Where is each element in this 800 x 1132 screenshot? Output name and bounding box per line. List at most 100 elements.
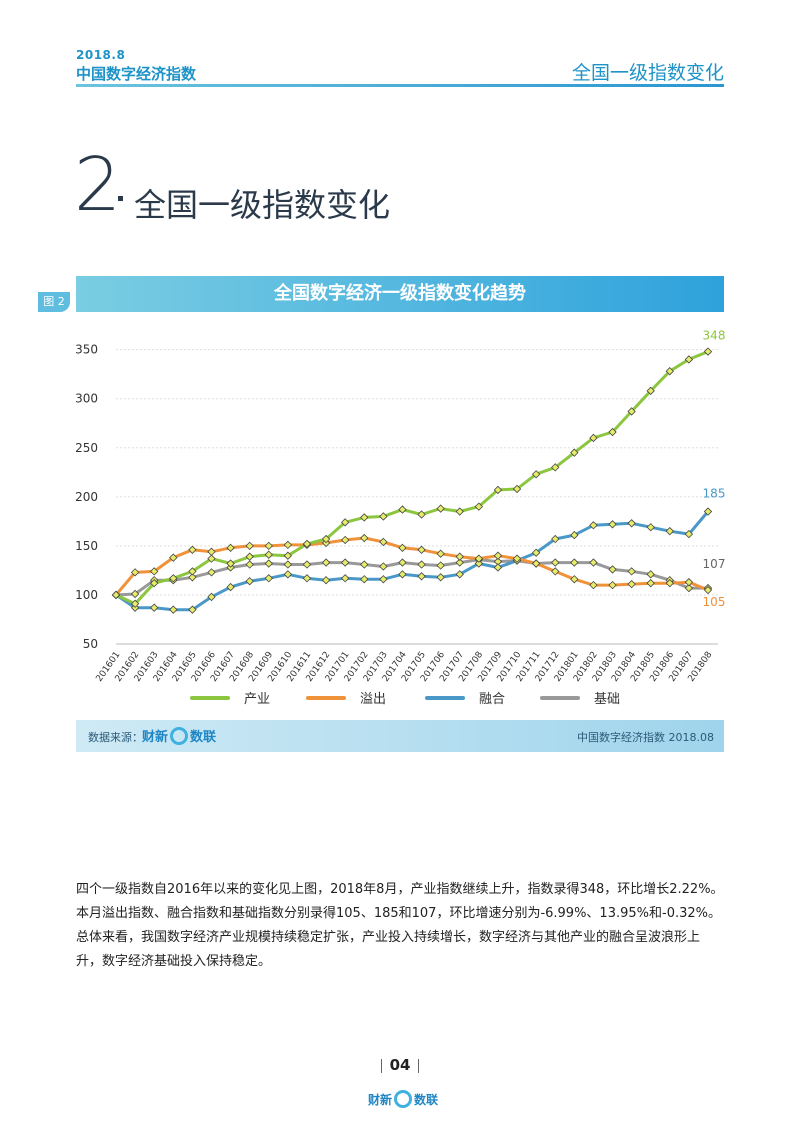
source-right-text: 中国数字经济指数 2018.08 [577,731,714,744]
data-point [531,559,541,568]
data-point [703,347,713,356]
data-point [703,585,713,595]
data-point [627,407,636,416]
data-point [436,573,445,582]
data-point [340,535,350,545]
data-point [684,529,694,539]
data-point [646,578,655,588]
data-point [646,523,655,532]
data-point [608,565,617,574]
data-point [512,554,522,563]
data-point [551,534,560,544]
legend-swatch-integration [425,695,465,700]
page-number-bar-left [380,1058,382,1073]
source-logo-left: 财新 [142,730,169,745]
data-point [665,526,674,536]
data-point [436,561,445,570]
data-point [646,386,655,396]
data-point [264,541,273,551]
y-tick-label: 100 [75,588,98,602]
chart-legend: 产业 溢出 融合 基础 [0,688,800,708]
data-point [169,574,178,583]
data-point [188,545,197,554]
data-point [684,578,694,587]
data-point [551,558,560,567]
data-point [417,560,426,569]
data-point [169,605,178,614]
data-point [493,485,503,495]
source-logo-right: 数联 [190,730,217,745]
legend-swatch-spillover [306,695,346,700]
chart-title: 全国数字经济一级指数变化趋势 [76,276,724,312]
line-chart: 5010015020025030035020160120160220160320… [75,329,726,684]
data-point [455,570,464,579]
header-divider [76,84,724,87]
data-point [436,549,445,558]
data-point [436,504,445,513]
data-point [379,562,388,571]
series-line [114,536,710,597]
data-point [207,568,216,577]
data-point [130,599,140,608]
figure-tag: 图 2 [38,292,70,312]
legend-swatch-foundation [540,695,580,700]
data-point [188,573,197,582]
y-tick-label: 150 [75,539,98,553]
data-point [283,540,293,550]
data-point [398,543,407,553]
data-point [207,547,216,556]
y-tick-label: 300 [75,392,98,406]
data-point [226,582,235,592]
data-point [340,558,350,567]
data-point [589,558,598,567]
data-point [474,554,484,563]
data-point [646,570,655,579]
data-point [302,574,312,583]
source-bar: 数据来源： 财新 数联 中国数字经济指数 2018.08 [76,720,724,752]
data-point [379,575,388,584]
page-number: 04 [0,1056,800,1074]
data-point [703,507,713,516]
section-title: 全国一级指数变化 [134,186,391,224]
data-point [493,563,503,572]
page-number-text: 04 [389,1056,411,1074]
footer-logo-ring-icon [394,1090,413,1108]
data-point [398,505,407,514]
data-point [417,545,426,554]
header-title: 中国数字经济指数 [76,65,197,83]
data-point [589,433,598,443]
data-point [455,507,464,516]
data-point [245,541,254,551]
legend-item-foundation: 基础 [540,688,620,707]
series-end-label: 105 [703,595,726,609]
data-point [302,539,312,549]
legend-label-industry: 产业 [244,692,271,707]
body-paragraph: 四个一级指数自2016年以来的变化见上图，2018年8月，产业指数继续上升，指数… [76,878,736,974]
data-point [570,530,579,540]
section-number: 2 [74,142,122,228]
data-point [531,470,541,479]
series-line [114,350,710,606]
data-point [398,558,407,567]
data-point [321,576,331,585]
data-point [379,512,388,521]
data-point [188,567,197,576]
source-logo: 财新 数联 [142,726,216,745]
data-point [551,567,560,576]
data-point [207,554,216,563]
data-point [665,578,674,588]
data-point [455,552,464,561]
header-section-title: 全国一级指数变化 [571,62,724,84]
data-point [340,518,350,527]
series-end-label: 185 [703,487,726,501]
data-point [398,570,407,579]
data-point [608,580,617,590]
data-point [207,592,216,602]
data-point [627,519,636,528]
data-point [226,559,235,568]
data-point [627,579,636,589]
data-point [455,558,464,567]
data-point [111,590,121,600]
footer-logo-right: 数联 [414,1092,439,1107]
data-point [245,577,254,586]
